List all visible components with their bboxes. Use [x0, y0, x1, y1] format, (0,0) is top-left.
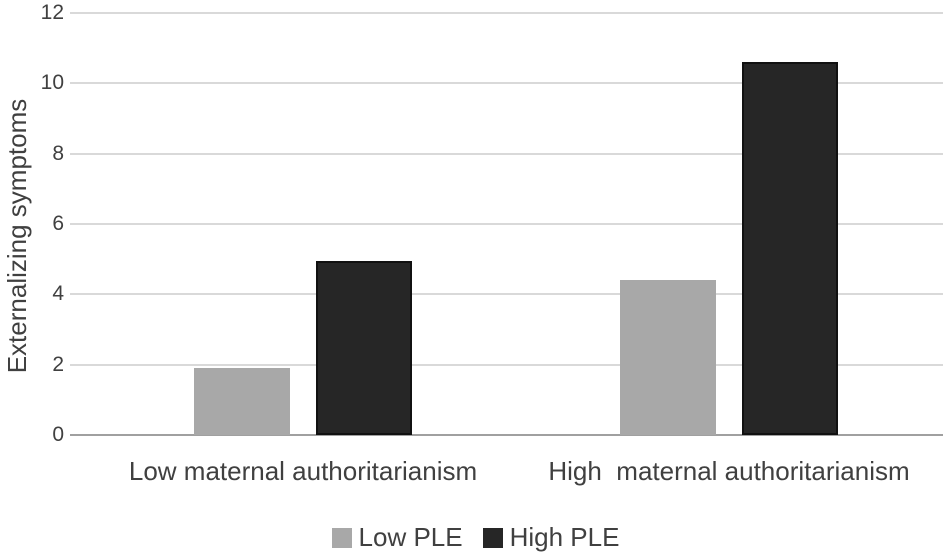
bar-high-ple-group1 — [316, 261, 412, 435]
legend-item-low-ple: Low PLE — [331, 522, 463, 553]
bar-low-ple-group1 — [194, 368, 290, 435]
gridline — [70, 152, 943, 155]
legend-swatch-icon — [331, 527, 352, 548]
y-axis-ticks: 0 2 4 6 8 10 12 — [0, 0, 64, 460]
y-tick-label: 12 — [40, 1, 64, 24]
gridline — [70, 12, 943, 14]
legend-swatch-icon — [482, 527, 503, 548]
y-tick-label: 10 — [40, 71, 64, 95]
legend-label: Low PLE — [358, 522, 463, 552]
gridline — [70, 293, 943, 296]
bar-high-ple-group2 — [742, 62, 838, 435]
y-tick-label: 0 — [52, 423, 64, 446]
legend-label: High PLE — [509, 522, 620, 552]
plot-area — [70, 12, 948, 436]
gridline — [70, 82, 943, 85]
legend: Low PLE High PLE — [0, 522, 951, 553]
y-tick-label: 4 — [52, 282, 64, 306]
bar-low-ple-group2 — [620, 280, 716, 435]
x-axis-labels: Low maternal authoritarianism High matern… — [0, 456, 951, 492]
legend-item-high-ple: High PLE — [482, 522, 620, 553]
gridline — [70, 223, 943, 225]
y-tick-label: 8 — [52, 141, 64, 165]
category-label: Low maternal authoritarianism — [128, 456, 478, 486]
x-axis-line — [70, 434, 943, 436]
y-tick-label: 6 — [52, 212, 64, 235]
gridline — [70, 363, 943, 366]
category-label: High maternal authoritarianism — [548, 456, 910, 486]
y-tick-label: 2 — [52, 352, 64, 376]
